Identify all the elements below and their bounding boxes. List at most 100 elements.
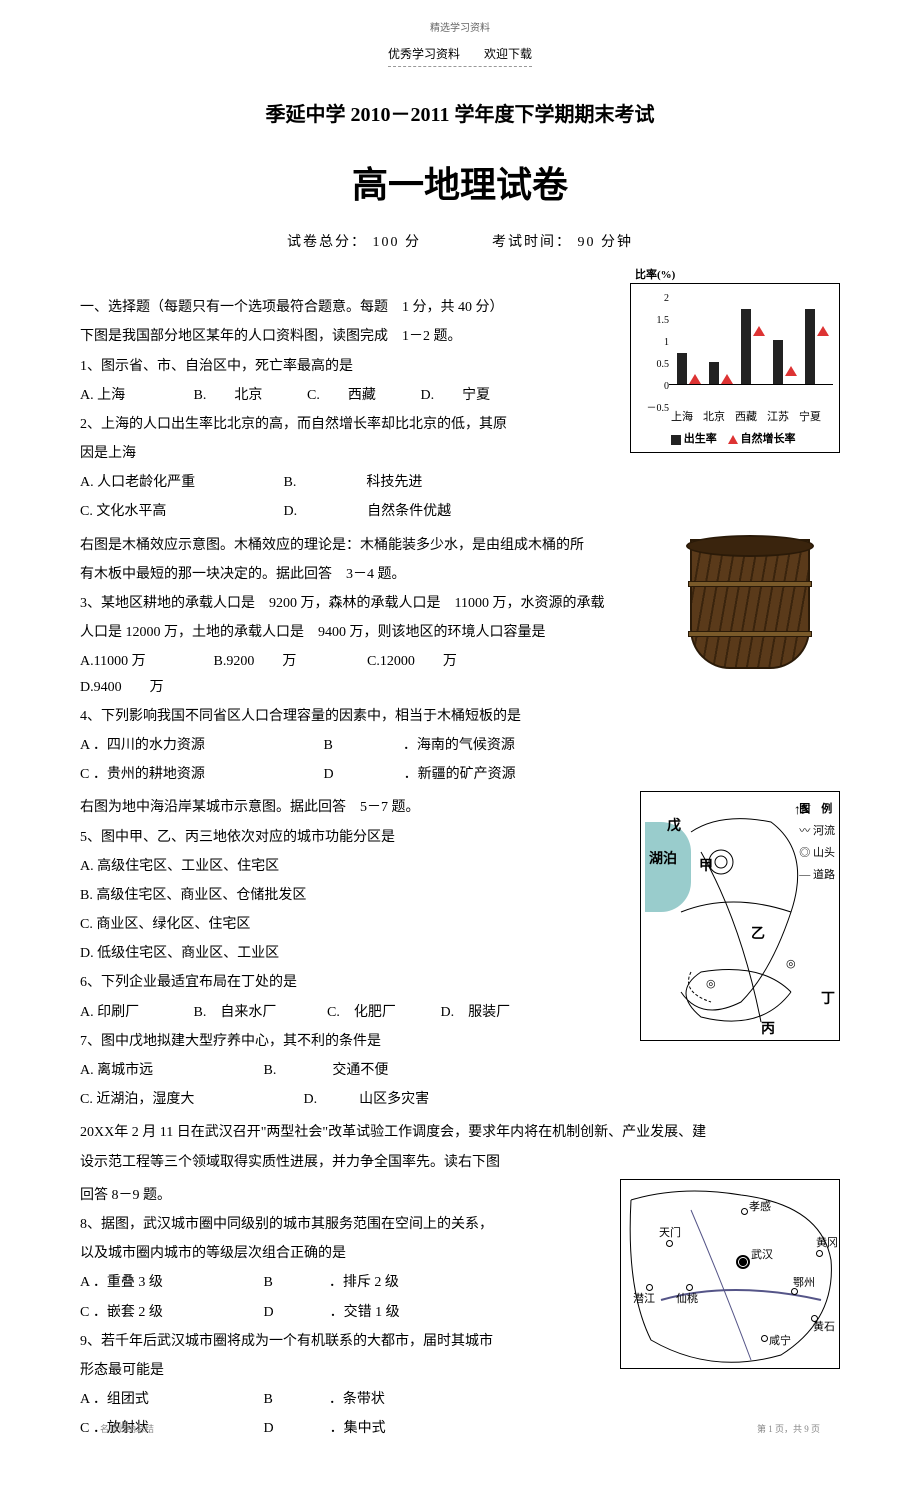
question-7: 7、图中戊地拟建大型疗养中心，其不利的条件是 — [80, 1029, 640, 1054]
xcat: 北京 — [703, 408, 725, 428]
city-label: 鄂州 — [793, 1274, 815, 1294]
question-1-options: A. 上海 B. 北京 C. 西藏 D. 宁夏 — [80, 383, 622, 408]
q1-opt-d: D. 宁夏 — [421, 383, 531, 408]
q2-opt-c: C. 文化水平高 — [80, 499, 280, 524]
map-roads: ◎ ◎ — [641, 792, 841, 1042]
question-6: 6、下列企业最适宜布局在丁处的是 — [80, 970, 640, 995]
question-5: 5、图中甲、乙、丙三地依次对应的城市功能分区是 — [80, 825, 640, 850]
ytick: 1.5 — [645, 312, 669, 330]
q2-opt-d: D. 自然条件优越 — [284, 499, 452, 524]
intro-q8-9-a: 20XX年 2 月 11 日在武汉召开"两型社会"改革试验工作调度会，要求年内将… — [80, 1120, 840, 1145]
question-2-options-1: A. 人口老龄化严重 B. 科技先进 — [80, 470, 622, 495]
ytick: －0.5 — [645, 400, 669, 418]
question-7-options-1: A. 离城市远 B. 交通不便 — [80, 1058, 640, 1083]
question-6-options: A. 印刷厂 B. 自来水厂 C. 化肥厂 D. 服装厂 — [80, 1000, 640, 1025]
intro-q8-9-b: 设示范工程等三个领域取得实质性进展，并力争全国率先。读右下图 — [80, 1150, 840, 1175]
score-value: 100 分 — [373, 235, 422, 250]
q8-opt-c: C ．嵌套 2 级 — [80, 1300, 260, 1325]
q6-opt-a: A. 印刷厂 — [80, 1000, 190, 1025]
intro-q1-2: 下图是我国部分地区某年的人口资料图，读图完成 1－2 题。 — [80, 324, 622, 349]
q3-opt-b: B.9200 万 — [214, 649, 364, 674]
q9-opt-d: D ．集中式 — [264, 1416, 386, 1441]
q5-opt-a: A. 高级住宅区、工业区、住宅区 — [80, 854, 640, 879]
city-label: 武汉 — [751, 1246, 773, 1266]
paper-title: 高一地理试卷 — [80, 153, 840, 218]
q8-opt-b: B ．排斥 2 级 — [264, 1270, 399, 1295]
xcat: 江苏 — [767, 408, 789, 428]
q9-opt-b: B ．条带状 — [264, 1387, 385, 1412]
q1-opt-a: A. 上海 — [80, 383, 190, 408]
question-4: 4、下列影响我国不同省区人口合理容量的因素中，相当于木桶短板的是 — [80, 704, 630, 729]
xcat: 宁夏 — [799, 408, 821, 428]
city-label: 黄石 — [813, 1318, 835, 1338]
figure-barrel — [660, 539, 840, 699]
q1-opt-c: C. 西藏 — [307, 383, 417, 408]
ytick: 1 — [645, 334, 669, 352]
q4-opt-d: D ．新疆的矿产资源 — [324, 762, 516, 787]
q3-opt-d: D.9400 万 — [80, 675, 190, 700]
score-label: 试卷总分： — [287, 235, 367, 250]
q3-opt-a: A.11000 万 — [80, 649, 210, 674]
q7-opt-d: D. 山区多灾害 — [304, 1087, 430, 1112]
figure-city-map: ↑N 图 例 〰 河流 ◎ 山头 — 道路 湖泊 戊 甲 乙 丙 丁 — [640, 791, 840, 1041]
city-label: 咸宁 — [769, 1332, 791, 1352]
intro-q5-7: 右图为地中海沿岸某城市示意图。据此回答 5－7 题。 — [80, 795, 640, 820]
q1-opt-b: B. 北京 — [194, 383, 304, 408]
question-8-options-2: C ．嵌套 2 级 D ．交错 1 级 — [80, 1300, 620, 1325]
q6-opt-b: B. 自来水厂 — [194, 1000, 324, 1025]
q3-opt-c: C.12000 万 — [367, 649, 517, 674]
question-2-options-2: C. 文化水平高 D. 自然条件优越 — [80, 499, 622, 524]
q9-opt-a: A ．组团式 — [80, 1387, 260, 1412]
q2-opt-a: A. 人口老龄化严重 — [80, 470, 280, 495]
question-8-b: 以及城市圈内城市的等级层次组合正确的是 — [80, 1241, 620, 1266]
city-label: 仙桃 — [676, 1290, 698, 1310]
question-8-options-1: A ．重叠 3 级 B ．排斥 2 级 — [80, 1270, 620, 1295]
q2-opt-b: B. 科技先进 — [284, 470, 423, 495]
ytick: 0 — [645, 378, 669, 396]
svg-text:◎: ◎ — [786, 958, 796, 970]
q5-opt-b: B. 高级住宅区、商业区、仓储批发区 — [80, 883, 640, 908]
section-1-title: 一、选择题（每题只有一个选项最符合题意。每题 1 分，共 40 分） — [80, 295, 622, 320]
q6-opt-d: D. 服装厂 — [441, 1000, 551, 1025]
q7-opt-b: B. 交通不便 — [264, 1058, 389, 1083]
watermark-top: 精选学习资料 — [80, 20, 840, 38]
footer-right: 第 1 页，共 9 页 — [757, 1421, 820, 1437]
question-4-options-1: A ．四川的水力资源 B ．海南的气候资源 — [80, 733, 630, 758]
xcat: 上海 — [671, 408, 693, 428]
city-label: 孝感 — [749, 1198, 771, 1218]
question-4-options-2: C ．贵州的耕地资源 D ．新疆的矿产资源 — [80, 762, 630, 787]
q4-opt-a: A ．四川的水力资源 — [80, 733, 320, 758]
question-9-options-2: C ．放射状 D ．集中式 — [80, 1416, 620, 1441]
time-label: 考试时间： — [492, 235, 572, 250]
question-2-cont: 因是上海 — [80, 441, 622, 466]
city-label: 潜江 — [633, 1290, 655, 1310]
ytick: 0.5 — [645, 356, 669, 374]
city-label: 天门 — [659, 1224, 681, 1244]
paper-meta: 试卷总分： 100 分 考试时间： 90 分钟 — [80, 230, 840, 255]
question-3-a: 3、某地区耕地的承载人口是 9200 万，森林的承载人口是 11000 万，水资… — [80, 591, 630, 616]
question-3-options: A.11000 万 B.9200 万 C.12000 万 D.9400 万 — [80, 649, 630, 699]
chart-ylabel: 比率(%) — [635, 266, 675, 286]
q8-opt-d: D ．交错 1 级 — [264, 1300, 400, 1325]
question-8-a: 8、据图，武汉城市圈中同级别的城市其服务范围在空间上的关系， — [80, 1212, 620, 1237]
city-label: 黄冈 — [816, 1234, 838, 1254]
question-2: 2、上海的人口出生率比北京的高，而自然增长率却比北京的低，其原 — [80, 412, 622, 437]
q5-opt-c: C. 商业区、绿化区、住宅区 — [80, 912, 640, 937]
watermark-sub: 优秀学习资料 欢迎下载 — [388, 44, 532, 67]
legend-birth: 出生率 — [684, 433, 717, 445]
figure-population-chart: 比率(%) 2 1.5 1 0.5 0 －0.5 上海 — [630, 283, 840, 453]
q7-opt-c: C. 近湖泊，湿度大 — [80, 1087, 300, 1112]
question-7-options-2: C. 近湖泊，湿度大 D. 山区多灾害 — [80, 1087, 640, 1112]
q7-opt-a: A. 离城市远 — [80, 1058, 260, 1083]
question-9-cont: 形态最可能是 — [80, 1358, 620, 1383]
q8-opt-a: A ．重叠 3 级 — [80, 1270, 260, 1295]
question-1: 1、图示省、市、自治区中，死亡率最高的是 — [80, 354, 622, 379]
chart-legend: 出生率 自然增长率 — [671, 430, 796, 450]
svg-text:◎: ◎ — [706, 978, 716, 990]
legend-growth: 自然增长率 — [741, 433, 796, 445]
q4-opt-b: B ．海南的气候资源 — [324, 733, 515, 758]
figure-wuhan-circle: 天门 孝感 武汉 黄冈 潜江 仙桃 鄂州 黄石 咸宁 — [620, 1179, 840, 1369]
intro-q8-9-c: 回答 8－9 题。 — [80, 1183, 620, 1208]
xcat: 西藏 — [735, 408, 757, 428]
ytick: 2 — [645, 290, 669, 308]
